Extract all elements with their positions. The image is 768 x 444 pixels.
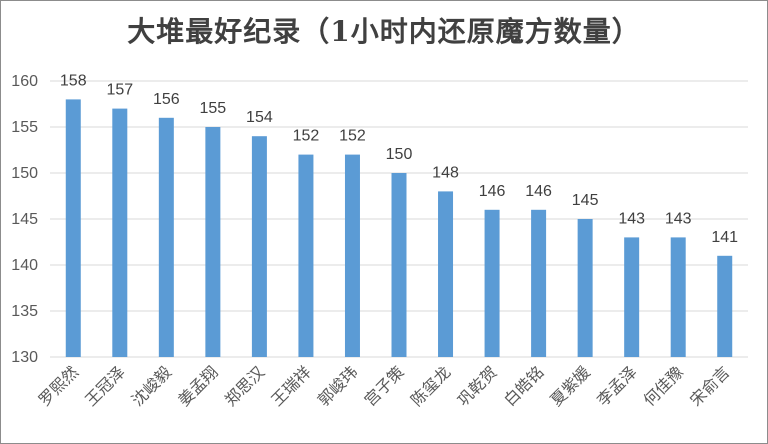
bar — [438, 191, 454, 357]
data-label: 152 — [339, 128, 366, 145]
data-label: 157 — [106, 82, 133, 99]
data-label: 145 — [572, 192, 599, 209]
data-label: 143 — [665, 210, 692, 227]
bar — [670, 237, 686, 357]
x-tick-label: 王冠泽 — [81, 362, 128, 409]
x-tick-label: 罗熙然 — [35, 362, 82, 409]
x-tick-label: 陈玺龙 — [407, 362, 454, 409]
bar — [112, 108, 128, 357]
data-label: 155 — [200, 100, 227, 117]
y-tick-label: 145 — [11, 211, 38, 228]
x-tick-label: 白皓铭 — [500, 362, 547, 409]
bar — [391, 173, 407, 357]
x-tick-label: 夏紫媛 — [547, 362, 594, 409]
x-tick-label: 郑思汉 — [221, 362, 268, 409]
x-tick-label: 王瑞祥 — [267, 362, 314, 409]
x-tick-label: 李孟泽 — [593, 362, 640, 409]
bar — [298, 154, 314, 357]
x-tick-label: 宫子策 — [360, 362, 407, 409]
y-tick-label: 150 — [11, 165, 38, 182]
chart-title: 大堆最好纪录（1小时内还原魔方数量） — [127, 15, 641, 48]
data-label: 158 — [60, 72, 87, 89]
data-label: 146 — [479, 183, 506, 200]
y-tick-label: 155 — [11, 119, 38, 136]
bar — [577, 219, 593, 357]
y-tick-label: 135 — [11, 303, 38, 320]
bar — [624, 237, 640, 357]
bar — [531, 209, 547, 357]
data-label: 152 — [293, 128, 320, 145]
y-tick-label: 130 — [11, 349, 38, 366]
x-tick-label: 巩乾贺 — [454, 362, 501, 409]
y-tick-label: 160 — [11, 73, 38, 90]
x-tick-label: 沈峻毅 — [128, 362, 175, 409]
bar — [344, 154, 360, 357]
bar — [717, 255, 733, 357]
data-label: 156 — [153, 91, 180, 108]
data-label: 150 — [386, 146, 413, 163]
bar — [484, 209, 500, 357]
bar — [205, 127, 221, 357]
data-label: 146 — [525, 183, 552, 200]
data-label: 141 — [711, 229, 738, 246]
data-label: 154 — [246, 109, 273, 126]
bar — [65, 99, 81, 358]
x-tick-label: 宋俞言 — [686, 362, 733, 409]
bar — [251, 136, 267, 357]
x-tick-label: 何佳豫 — [640, 362, 687, 409]
x-tick-label: 郭峻玮 — [314, 362, 361, 409]
x-tick-label: 姜孟翔 — [174, 362, 221, 409]
data-label: 143 — [618, 210, 645, 227]
bar — [158, 117, 174, 357]
data-label: 148 — [432, 164, 459, 181]
y-tick-label: 140 — [11, 257, 38, 274]
